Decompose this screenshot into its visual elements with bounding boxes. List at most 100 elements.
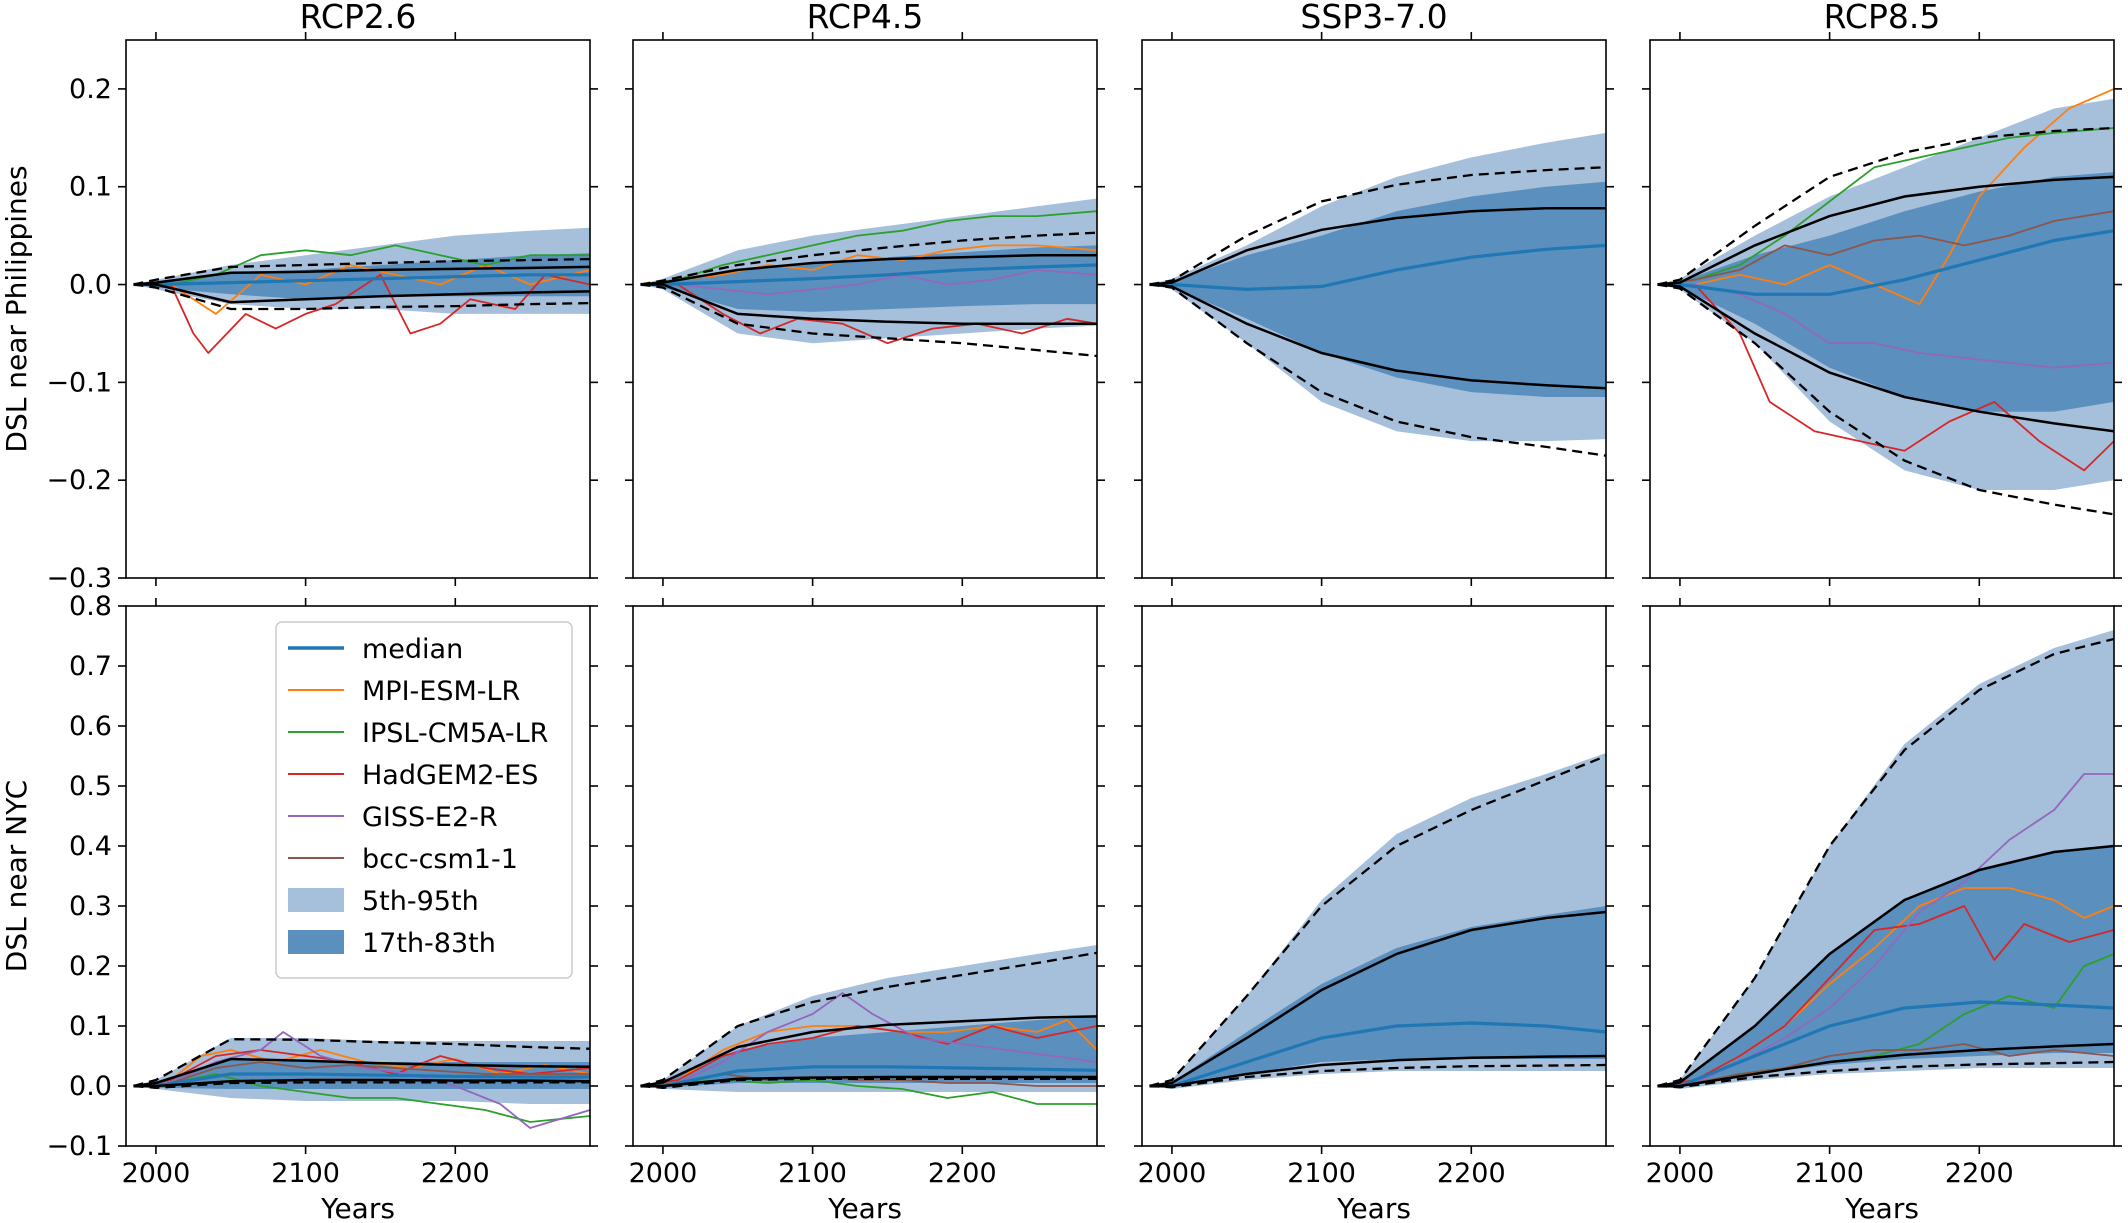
model-line-bcc-csm1-1 xyxy=(1657,210,2114,286)
legend-label: bcc-csm1-1 xyxy=(362,844,518,875)
envelope-dashed-line xyxy=(133,1081,590,1089)
envelope-solid-line xyxy=(1149,206,1606,286)
envelope-solid-line xyxy=(1657,1042,2114,1088)
x-tick-label: 2000 xyxy=(122,1158,191,1189)
median-line xyxy=(1657,229,2114,296)
y-tick-label: −0.1 xyxy=(46,367,112,398)
legend-label: HadGEM2-ES xyxy=(362,760,538,791)
y-tick-label: 0.2 xyxy=(69,951,112,982)
y-tick-label: 0.4 xyxy=(69,831,112,862)
band-17-83 xyxy=(1149,181,1606,397)
model-line-hadgem2-es xyxy=(1657,905,2114,1087)
model-line-bcc-csm1-1 xyxy=(1657,1043,2114,1087)
x-axis-label: Years xyxy=(1336,1192,1411,1223)
model-line-mpi-esm-lr xyxy=(640,244,1097,286)
envelope-dashed-line xyxy=(1657,283,2114,516)
x-tick-label: 2200 xyxy=(928,1158,997,1189)
model-line-giss-e2-r xyxy=(640,269,1097,296)
envelope-solid-line xyxy=(1149,283,1606,390)
envelope-solid-line xyxy=(1149,910,1606,1088)
y-tick-label: 0.6 xyxy=(69,711,112,742)
x-tick-label: 2200 xyxy=(421,1158,490,1189)
envelope-dashed-line xyxy=(133,1038,590,1088)
legend-swatch-17th-83th xyxy=(288,930,344,954)
x-tick-label: 2100 xyxy=(1287,1158,1356,1189)
envelope-solid-line xyxy=(640,253,1097,286)
y-tick-label: 0.1 xyxy=(69,1011,112,1042)
model-line-ipsl-cm5a-lr xyxy=(1657,127,2114,286)
envelope-dashed-line xyxy=(1657,1060,2114,1089)
y-tick-label: −0.3 xyxy=(46,563,112,594)
x-axis-label: Years xyxy=(320,1192,395,1223)
panel-title: RCP2.6 xyxy=(300,0,417,36)
envelope-solid-line xyxy=(640,1075,1097,1088)
panel-frame xyxy=(1649,605,2115,1147)
x-tick-label: 2000 xyxy=(1138,1158,1207,1189)
legend-label: GISS-E2-R xyxy=(362,802,498,833)
legend-label: 5th-95th xyxy=(362,886,479,917)
panel-title: RCP8.5 xyxy=(1824,0,1941,36)
model-line-bcc-csm1-1 xyxy=(133,1061,590,1087)
model-line-mpi-esm-lr xyxy=(133,1049,590,1087)
band-17-83 xyxy=(1657,172,2114,412)
band-17-83 xyxy=(133,253,590,300)
band-17-83 xyxy=(640,245,1097,312)
x-tick-label: 2100 xyxy=(778,1158,847,1189)
panel-title: RCP4.5 xyxy=(807,0,924,36)
x-tick-label: 2100 xyxy=(271,1158,340,1189)
y-tick-label: 0.0 xyxy=(69,1071,112,1102)
median-line xyxy=(1149,1021,1606,1088)
x-tick-label: 2100 xyxy=(1795,1158,1864,1189)
envelope-solid-line xyxy=(133,283,590,304)
x-tick-label: 2200 xyxy=(1945,1158,2014,1189)
envelope-solid-line xyxy=(1657,283,2114,433)
y-tick-label: −0.1 xyxy=(46,1131,112,1162)
y-tick-label: 0.5 xyxy=(69,771,112,802)
panel-frame xyxy=(632,39,1098,579)
legend-label: 17th-83th xyxy=(362,928,496,959)
envelope-dashed-line xyxy=(1149,166,1606,286)
envelope-solid-line xyxy=(133,265,590,286)
band-17-83 xyxy=(1657,846,2114,1088)
envelope-dashed-line xyxy=(1657,126,2114,286)
y-axis-label: DSL near Philippines xyxy=(0,165,33,452)
panel-frame xyxy=(125,605,591,1147)
band-17-83 xyxy=(1149,906,1606,1088)
panel-frame xyxy=(1649,39,2115,579)
envelope-solid-line xyxy=(640,1015,1097,1088)
legend-swatch-5th-95th xyxy=(288,888,344,912)
envelope-solid-line xyxy=(640,283,1097,325)
median-line xyxy=(1149,243,1606,292)
envelope-dashed-line xyxy=(640,951,1097,1088)
envelope-solid-line xyxy=(1657,175,2114,286)
x-tick-label: 2000 xyxy=(1646,1158,1715,1189)
y-tick-label: −0.2 xyxy=(46,465,112,496)
envelope-solid-line xyxy=(133,1078,590,1088)
median-line xyxy=(133,273,590,287)
panel-frame xyxy=(1141,39,1607,579)
envelope-dashed-line xyxy=(640,231,1097,286)
envelope-dashed-line xyxy=(133,283,590,311)
panel-title: SSP3-7.0 xyxy=(1300,0,1447,36)
y-tick-label: 0.3 xyxy=(69,891,112,922)
model-line-ipsl-cm5a-lr xyxy=(133,1073,590,1123)
legend-label: IPSL-CM5A-LR xyxy=(362,718,548,749)
x-tick-label: 2200 xyxy=(1437,1158,1506,1189)
envelope-solid-line xyxy=(1657,844,2114,1088)
panel-frame xyxy=(1141,605,1607,1147)
envelope-solid-line xyxy=(1149,1054,1606,1088)
y-axis-label: DSL near NYC xyxy=(0,780,33,972)
x-axis-label: Years xyxy=(1844,1192,1919,1223)
model-line-mpi-esm-lr xyxy=(133,264,590,315)
envelope-dashed-line xyxy=(1149,283,1606,457)
panel-frame xyxy=(125,39,591,579)
y-tick-label: 0.8 xyxy=(69,591,112,622)
envelope-dashed-line xyxy=(1149,754,1606,1088)
y-tick-label: 0.1 xyxy=(69,172,112,203)
envelope-solid-line xyxy=(133,1057,590,1088)
model-line-hadgem2-es xyxy=(640,1025,1097,1087)
model-line-hadgem2-es xyxy=(640,283,1097,345)
y-tick-label: 0.2 xyxy=(69,74,112,105)
y-tick-label: 0.0 xyxy=(69,270,112,301)
